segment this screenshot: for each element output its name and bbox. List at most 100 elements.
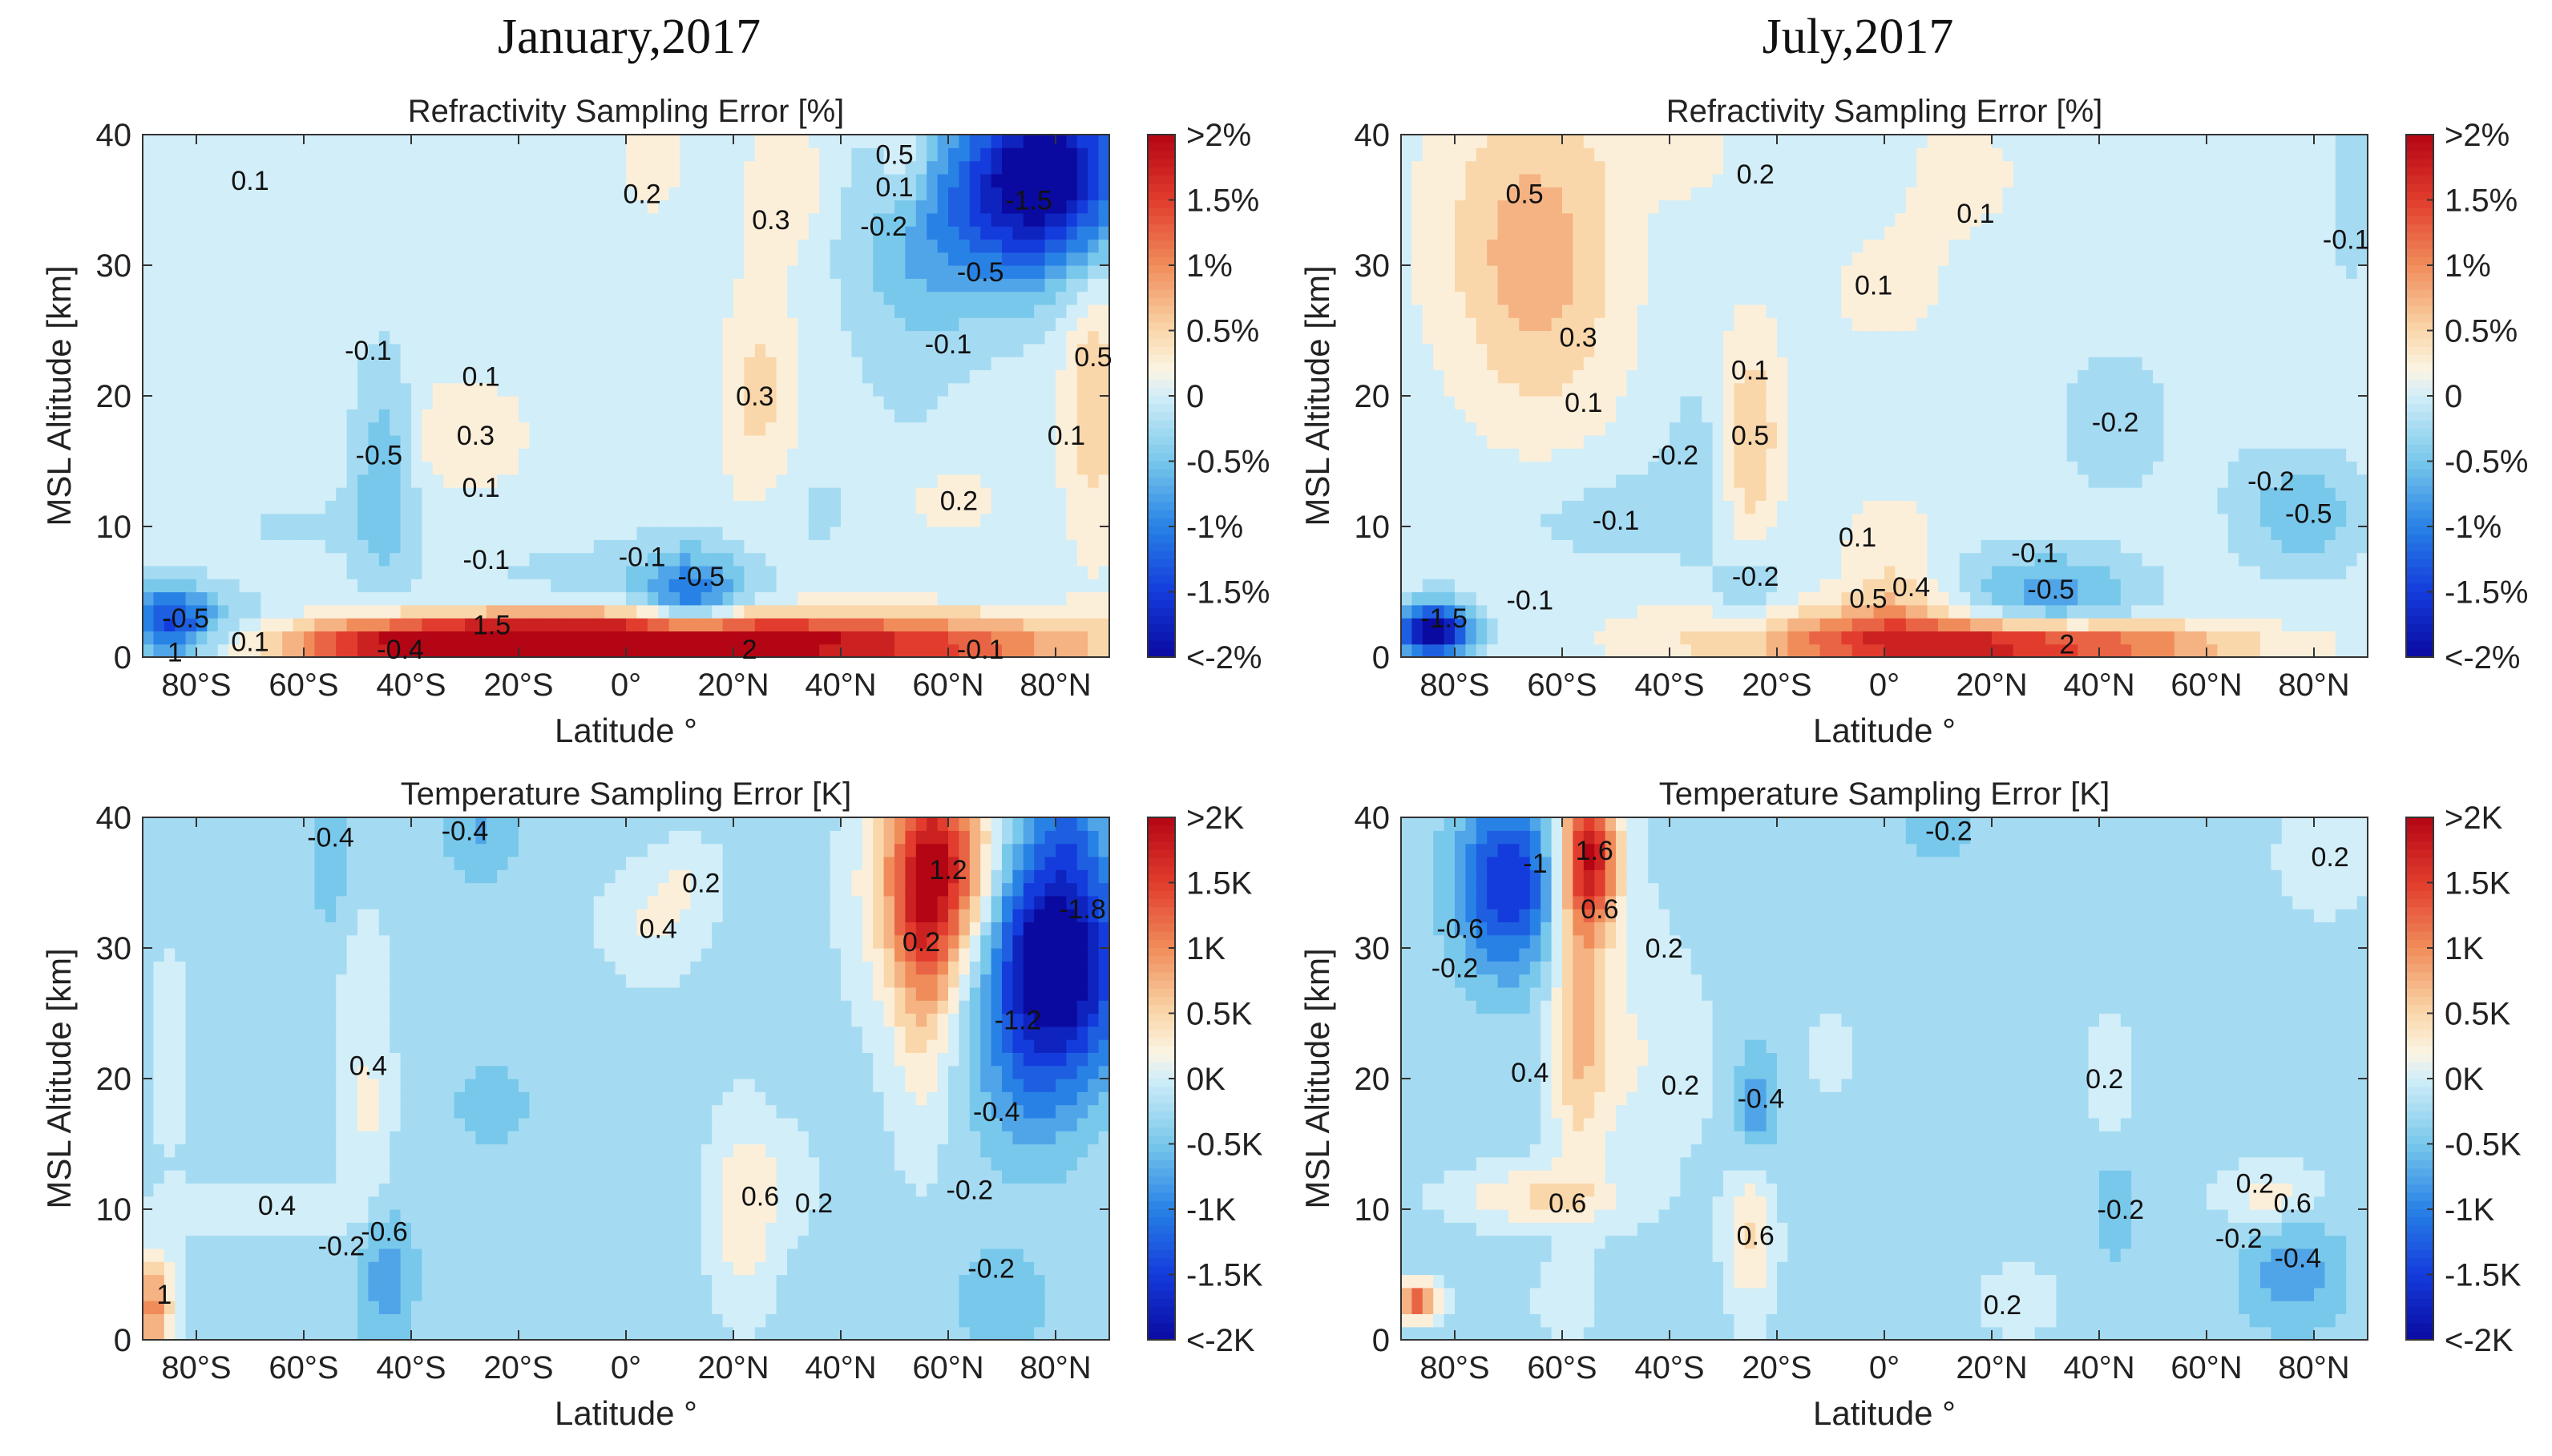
field-cell xyxy=(336,147,347,161)
field-cell xyxy=(583,383,594,397)
field-cell xyxy=(336,161,347,175)
field-cell xyxy=(164,500,176,514)
field-cell xyxy=(304,147,315,161)
field-cell xyxy=(755,174,766,188)
field-cell xyxy=(282,213,293,227)
field-cell xyxy=(196,331,208,345)
field-cell xyxy=(1562,566,1573,579)
field-cell xyxy=(927,226,938,240)
field-cell xyxy=(272,252,283,266)
field-cell xyxy=(1401,305,1412,318)
field-cell xyxy=(454,174,466,188)
field-cell xyxy=(798,278,809,292)
field-cell xyxy=(304,357,315,370)
field-cell xyxy=(916,369,927,383)
field-cell xyxy=(347,526,358,540)
field-cell xyxy=(851,526,862,540)
field-cell xyxy=(1552,369,1563,383)
field-cell xyxy=(260,200,272,214)
field-cell xyxy=(1508,435,1520,449)
field-cell xyxy=(1077,265,1088,279)
field-cell xyxy=(669,592,680,606)
field-cell xyxy=(1562,265,1573,279)
field-cell xyxy=(1411,357,1423,370)
field-cell xyxy=(540,357,551,370)
field-cell xyxy=(905,500,916,514)
field-cell xyxy=(1508,631,1520,644)
field-cell xyxy=(250,344,261,357)
field-cell xyxy=(1487,265,1498,279)
field-cell xyxy=(175,331,186,345)
field-cell xyxy=(669,344,680,357)
field-cell xyxy=(1411,369,1423,383)
field-cell xyxy=(1045,252,1056,266)
field-cell xyxy=(228,553,240,567)
field-cell xyxy=(186,252,197,266)
field-cell xyxy=(851,292,862,305)
field-cell xyxy=(980,605,991,619)
field-cell xyxy=(1423,396,1434,409)
field-cell xyxy=(1099,514,1110,527)
field-cell xyxy=(1508,147,1520,161)
field-cell xyxy=(701,422,713,436)
field-cell xyxy=(175,396,186,409)
field-cell xyxy=(153,526,164,540)
field-cell xyxy=(723,187,734,200)
field-cell xyxy=(1616,605,1627,619)
field-cell xyxy=(1605,174,1617,188)
field-cell xyxy=(1423,265,1434,279)
field-cell xyxy=(1519,462,1530,475)
field-cell xyxy=(411,226,422,240)
field-cell xyxy=(293,448,305,462)
x-tick-label: 40°S xyxy=(376,668,446,703)
field-cell xyxy=(927,396,938,409)
field-cell xyxy=(347,618,358,631)
colorbar-swatch xyxy=(1148,421,1175,430)
field-cell xyxy=(562,252,573,266)
field-cell xyxy=(228,278,240,292)
field-cell xyxy=(712,331,723,345)
field-cell xyxy=(938,396,949,409)
field-cell xyxy=(164,462,176,475)
field-cell xyxy=(228,487,240,501)
field-cell xyxy=(314,226,325,240)
field-cell xyxy=(1024,514,1035,527)
field-cell xyxy=(1702,631,1713,644)
contour-label: 0.1 xyxy=(1048,421,1085,451)
field-cell xyxy=(884,317,895,331)
field-cell xyxy=(777,317,788,331)
field-cell xyxy=(680,239,691,252)
field-cell xyxy=(1465,200,1476,214)
field-cell xyxy=(1088,448,1099,462)
field-cell xyxy=(1637,631,1649,644)
field-cell xyxy=(260,265,272,279)
field-cell xyxy=(347,265,358,279)
field-cell xyxy=(873,644,884,658)
field-cell xyxy=(1012,539,1024,553)
field-cell xyxy=(658,605,669,619)
field-cell xyxy=(260,409,272,422)
field-cell xyxy=(153,553,164,567)
field-cell xyxy=(669,292,680,305)
field-cell xyxy=(1002,462,1013,475)
field-cell xyxy=(636,292,648,305)
field-cell xyxy=(164,305,176,318)
field-cell xyxy=(669,631,680,644)
field-cell xyxy=(272,500,283,514)
field-cell xyxy=(260,213,272,227)
field-cell xyxy=(540,344,551,357)
field-cell xyxy=(777,526,788,540)
field-cell xyxy=(830,317,842,331)
field-cell xyxy=(1455,435,1466,449)
field-cell xyxy=(1605,631,1617,644)
field-cell xyxy=(347,187,358,200)
field-cell xyxy=(1626,422,1637,436)
field-cell xyxy=(1508,135,1520,148)
field-cell xyxy=(508,187,519,200)
field-cell xyxy=(1594,292,1605,305)
field-cell xyxy=(1552,292,1563,305)
field-cell xyxy=(368,200,379,214)
field-cell xyxy=(465,239,476,252)
field-cell xyxy=(1713,305,1724,318)
field-cell xyxy=(1444,226,1456,240)
